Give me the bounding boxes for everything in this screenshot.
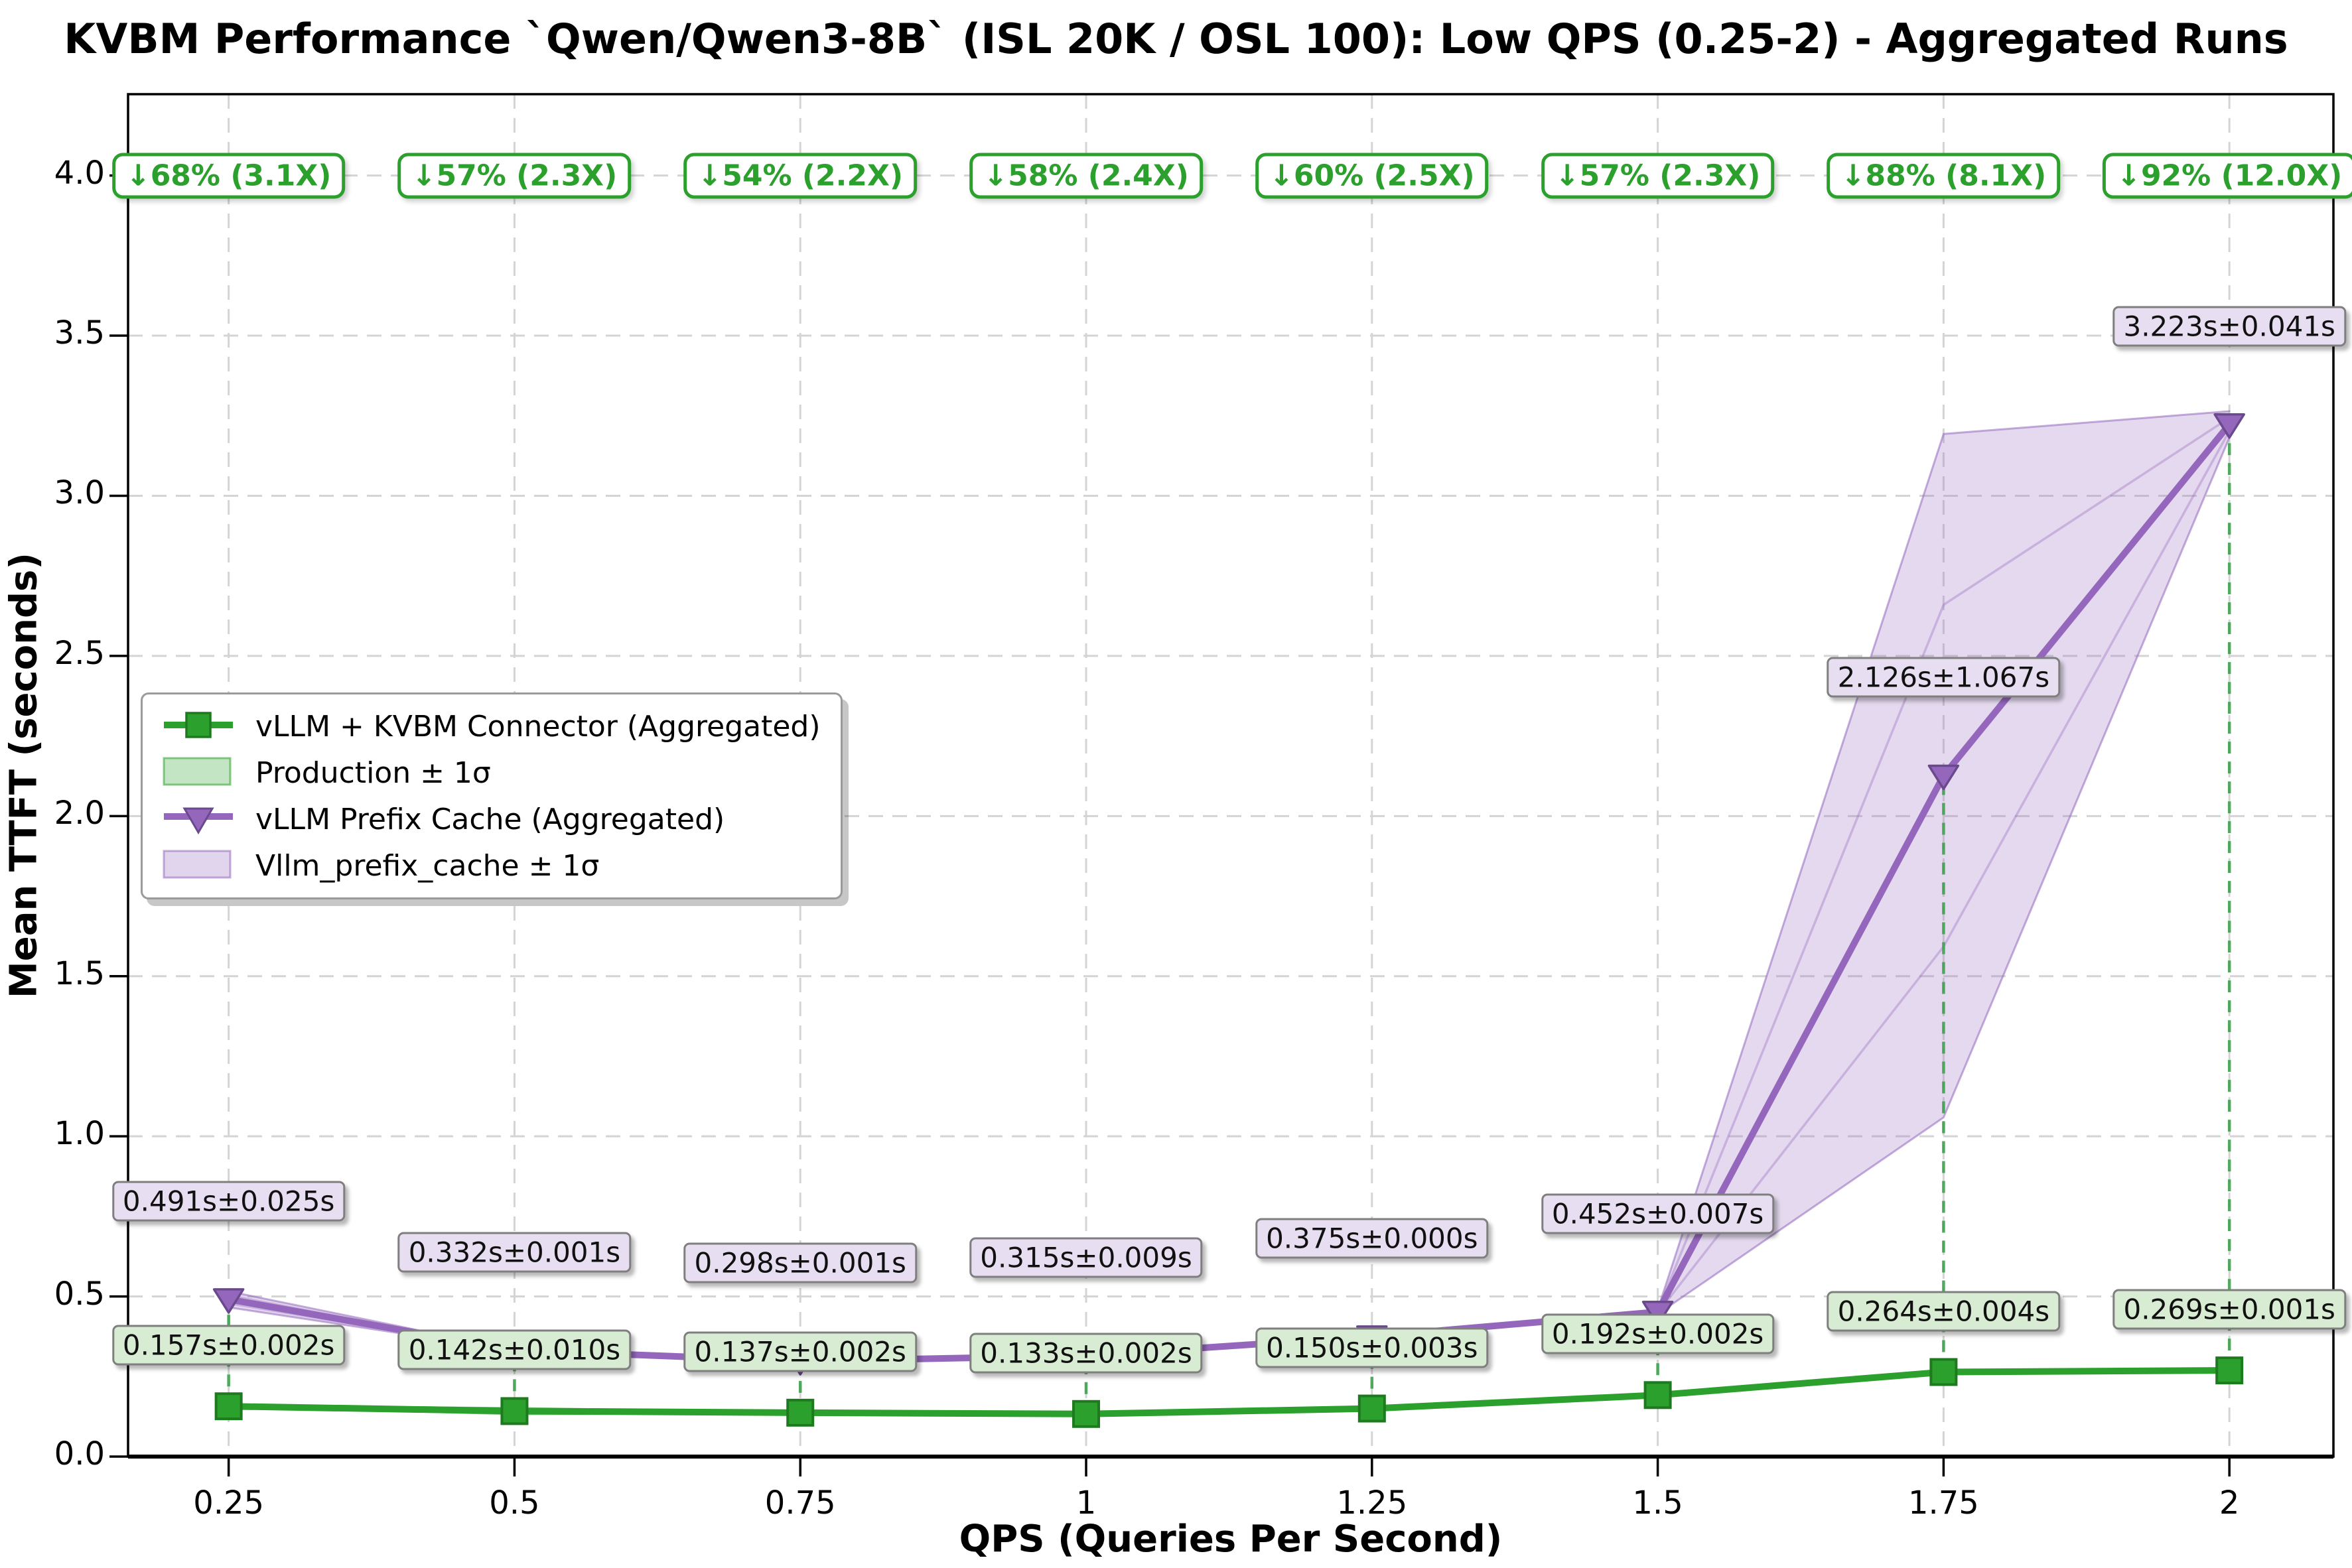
y-tick-label: 4.0 (54, 154, 105, 192)
prefix-value-label: 3.223s±0.041s (2112, 306, 2346, 347)
y-tick-label: 0.0 (54, 1435, 105, 1472)
prefix-value-label: 0.452s±0.007s (1541, 1193, 1775, 1234)
x-tick-label: 0.75 (764, 1484, 836, 1522)
y-tick-label: 3.5 (54, 314, 105, 352)
legend: vLLM + KVBM Connector (Aggregated) Produc… (141, 692, 843, 899)
legend-label: Vllm_prefix_cache ± 1σ (255, 848, 600, 883)
kvbm-series-line (225, 1367, 2233, 1417)
kvbm-value-label: 0.142s±0.010s (397, 1329, 632, 1370)
x-tick-label: 2 (2219, 1484, 2240, 1522)
y-tick-label: 1.0 (54, 1115, 105, 1153)
legend-item: vLLM Prefix Cache (Aggregated) (159, 801, 821, 838)
reduction-annotation: ↓54% (2.2X) (683, 153, 918, 199)
legend-swatch-patch (159, 753, 238, 793)
kvbm-markers (214, 1356, 2244, 1428)
y-tick-label: 0.5 (54, 1275, 105, 1313)
legend-label: vLLM Prefix Cache (Aggregated) (255, 802, 725, 836)
legend-swatch-patch (159, 846, 238, 885)
x-tick-label: 0.25 (193, 1484, 265, 1522)
prefix-value-label: 0.298s±0.001s (683, 1242, 917, 1283)
axis-spines (127, 93, 2335, 1459)
prefix-value-label: 0.315s±0.009s (969, 1237, 1203, 1278)
x-tick-label: 1.25 (1336, 1484, 1408, 1522)
y-tick-label: 1.5 (54, 954, 105, 992)
legend-swatch-line-square (159, 706, 238, 746)
reduction-annotation: ↓57% (2.3X) (397, 153, 632, 199)
prefix-value-label: 2.126s±1.067s (1827, 657, 2061, 698)
y-tick-label: 2.0 (54, 795, 105, 832)
legend-item: Production ± 1σ (159, 754, 821, 791)
legend-label: vLLM + KVBM Connector (Aggregated) (255, 709, 821, 744)
legend-swatch-line-triangle (159, 799, 238, 839)
prefix-value-label: 0.375s±0.000s (1255, 1218, 1489, 1259)
kvbm-value-label: 0.133s±0.002s (969, 1333, 1203, 1374)
x-tick-label: 0.5 (489, 1484, 540, 1522)
reduction-annotation: ↓57% (2.3X) (1541, 153, 1775, 199)
x-tick-label: 1 (1075, 1484, 1097, 1522)
legend-item: Vllm_prefix_cache ± 1σ (159, 847, 821, 884)
reduction-annotation: ↓58% (2.4X) (969, 153, 1203, 199)
reduction-annotation: ↓68% (3.1X) (111, 153, 346, 199)
legend-label: Production ± 1σ (255, 755, 491, 790)
kvbm-value-label: 0.269s±0.001s (2112, 1289, 2346, 1330)
y-tick-label: 2.5 (54, 634, 105, 672)
x-tick-label: 1.5 (1632, 1484, 1683, 1522)
reduction-annotation: ↓92% (12.0X) (2103, 153, 2352, 199)
prefix-value-label: 0.332s±0.001s (397, 1232, 632, 1273)
prefix-value-label: 0.491s±0.025s (111, 1181, 346, 1222)
reduction-annotation: ↓88% (8.1X) (1827, 153, 2061, 199)
reduction-annotation: ↓60% (2.5X) (1255, 153, 1489, 199)
y-axis-label: Mean TTFT (seconds) (2, 553, 46, 998)
kvbm-value-label: 0.150s±0.003s (1255, 1327, 1489, 1368)
kvbm-value-label: 0.264s±0.004s (1827, 1291, 2061, 1332)
x-tick-label: 1.75 (1907, 1484, 1979, 1522)
kvbm-value-label: 0.192s±0.002s (1541, 1313, 1775, 1354)
kvbm-value-label: 0.157s±0.002s (111, 1325, 346, 1366)
axis-ticks (109, 174, 2231, 1476)
kvbm-value-label: 0.137s±0.002s (683, 1331, 917, 1372)
chart-title: KVBM Performance `Qwen/Qwen3-8B` (ISL 20… (64, 15, 2288, 63)
x-axis-label: QPS (Queries Per Second) (959, 1518, 1503, 1561)
legend-item: vLLM + KVBM Connector (Aggregated) (159, 708, 821, 745)
y-tick-label: 3.0 (54, 474, 105, 512)
